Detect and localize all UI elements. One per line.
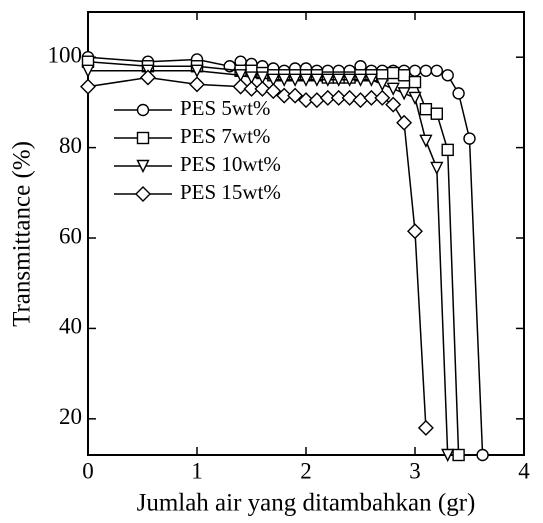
- marker: [408, 91, 422, 105]
- marker: [397, 87, 411, 101]
- marker: [139, 69, 156, 86]
- marker: [363, 89, 380, 106]
- marker: [407, 223, 423, 240]
- marker: [387, 66, 400, 80]
- marker: [476, 448, 489, 462]
- marker: [430, 107, 443, 120]
- x-tick-label: 4: [518, 458, 530, 483]
- marker: [352, 92, 369, 109]
- marker: [288, 73, 302, 87]
- legend-label: PES 10wt%: [180, 152, 281, 176]
- y-tick-label: 60: [59, 223, 82, 248]
- marker: [364, 73, 379, 87]
- legend-marker: [136, 103, 150, 117]
- marker: [385, 96, 402, 113]
- legend-label: PES 7wt%: [180, 124, 270, 148]
- marker: [332, 73, 346, 87]
- marker: [375, 78, 389, 92]
- marker: [430, 161, 444, 176]
- marker: [417, 419, 434, 436]
- legend-marker: [135, 186, 151, 202]
- marker: [342, 73, 357, 87]
- marker: [319, 89, 336, 106]
- marker: [266, 73, 280, 87]
- marker: [244, 71, 259, 85]
- legend-label: PES 15wt%: [180, 180, 281, 204]
- x-tick-label: 3: [409, 458, 421, 483]
- y-tick-label: 40: [59, 314, 82, 339]
- marker: [277, 73, 291, 87]
- marker: [321, 73, 335, 87]
- marker: [255, 71, 270, 85]
- marker: [396, 114, 413, 131]
- marker: [189, 76, 205, 93]
- marker: [308, 92, 325, 109]
- marker: [353, 73, 368, 87]
- marker: [299, 73, 313, 87]
- legend-marker: [136, 131, 150, 145]
- marker: [330, 89, 347, 106]
- marker: [419, 64, 433, 77]
- marker: [287, 87, 304, 104]
- plot-frame: [87, 11, 525, 456]
- y-axis-label: Transmittance (%): [9, 141, 36, 327]
- y-tick-label: 20: [59, 404, 82, 429]
- x-tick-label: 2: [300, 458, 312, 483]
- marker: [397, 69, 411, 82]
- x-tick-label: 0: [82, 458, 94, 483]
- marker: [243, 80, 260, 97]
- marker: [265, 83, 282, 100]
- x-tick-label: 1: [191, 458, 203, 483]
- y-tick-label: 100: [48, 42, 83, 67]
- marker: [441, 143, 454, 157]
- y-tick-label: 80: [59, 133, 82, 158]
- legend-label: PES 5wt%: [180, 96, 270, 120]
- marker: [441, 448, 455, 463]
- marker: [441, 69, 454, 82]
- marker: [190, 64, 204, 78]
- marker: [386, 82, 400, 96]
- marker: [374, 89, 391, 106]
- marker: [452, 448, 465, 462]
- marker: [254, 80, 271, 97]
- legend-marker: [136, 159, 150, 174]
- marker: [276, 87, 293, 104]
- marker: [233, 69, 248, 83]
- marker: [80, 78, 96, 95]
- x-axis-label: Jumlah air yang ditambahkan (gr): [137, 490, 476, 517]
- marker: [310, 73, 324, 87]
- marker: [232, 78, 249, 95]
- marker: [452, 87, 465, 100]
- marker: [81, 64, 95, 78]
- marker: [341, 89, 358, 106]
- marker: [408, 64, 422, 77]
- marker: [430, 64, 443, 77]
- marker: [419, 134, 433, 148]
- marker: [463, 132, 476, 145]
- marker: [419, 102, 433, 116]
- marker: [408, 75, 422, 89]
- marker: [298, 92, 314, 109]
